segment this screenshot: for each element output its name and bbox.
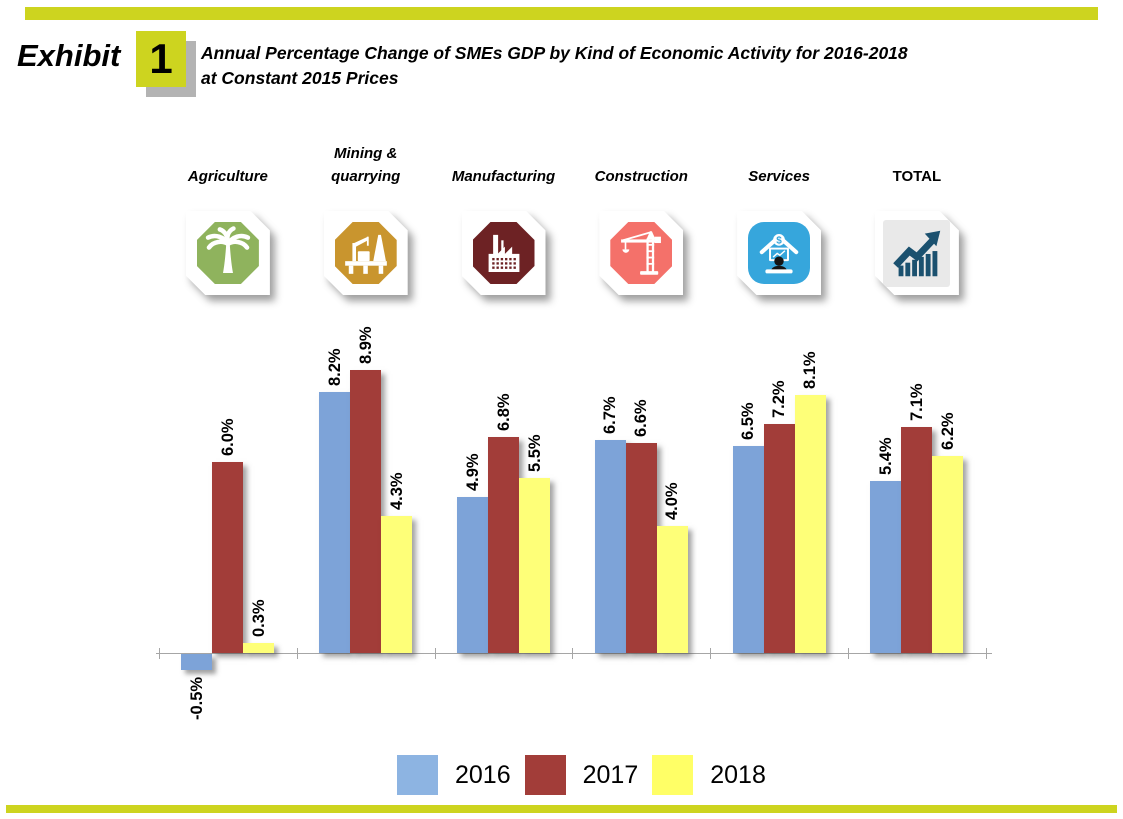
chart-title: Annual Percentage Change of SMEs GDP by … xyxy=(201,41,1101,92)
chart-title-line2: at Constant 2015 Prices xyxy=(201,68,399,89)
axis-tick xyxy=(434,648,436,659)
bottom-accent-bar xyxy=(6,805,1117,813)
category-label-construction: Construction xyxy=(566,134,716,188)
bar-construction-2017 xyxy=(625,443,657,653)
bar-value-label-manufacturing-2016: 4.9% xyxy=(463,453,482,492)
bar-construction-2016 xyxy=(594,439,626,653)
axis-tick xyxy=(296,648,298,659)
icon-tile-shape xyxy=(599,211,684,295)
category-label-line: Construction xyxy=(594,167,688,185)
category-label-line: Services xyxy=(748,167,810,185)
category-label-line: TOTAL xyxy=(892,167,942,185)
bar-value-label-services-2018: 8.1% xyxy=(801,351,820,390)
legend-label-2018: 2018 xyxy=(710,761,766,789)
bar-agriculture-2017 xyxy=(212,462,244,653)
bar-manufacturing-2016 xyxy=(457,497,488,653)
top-accent-bar xyxy=(25,7,1098,20)
bar-value-label-mining-quarrying-2018: 4.3% xyxy=(387,472,406,511)
bar-manufacturing-2018 xyxy=(519,478,550,653)
legend-item-2016: 2016 xyxy=(397,755,511,795)
factory-icon xyxy=(472,222,535,284)
exhibit-number-box: 1 xyxy=(136,31,186,87)
bar-value-label-construction-2016: 6.7% xyxy=(601,396,620,434)
bar-mining-quarrying-2017 xyxy=(350,369,382,653)
axis-tick xyxy=(848,648,849,659)
axis-tick xyxy=(710,648,712,659)
bar-value-label-total-2018: 6.2% xyxy=(938,412,957,450)
growth-chart-icon xyxy=(883,219,951,287)
x-axis-line xyxy=(156,653,992,654)
bar-total-2016 xyxy=(870,481,902,653)
bar-total-2018 xyxy=(932,455,964,653)
bar-value-label-manufacturing-2017: 6.8% xyxy=(494,393,513,431)
category-label-line: Agriculture xyxy=(187,167,268,185)
axis-tick xyxy=(985,648,987,659)
category-label-total: TOTAL xyxy=(842,134,992,188)
bar-services-2018 xyxy=(794,395,826,653)
category-icon-tile-services: $ xyxy=(737,211,822,295)
chart-legend: 2016 2017 2018 xyxy=(397,755,766,795)
category-label-manufacturing: Manufacturing xyxy=(429,134,579,188)
bar-value-label-construction-2018: 4.0% xyxy=(663,482,682,520)
category-icon-tile-construction xyxy=(599,211,684,295)
legend-swatch-2016 xyxy=(397,755,438,795)
chart-title-line1: Annual Percentage Change of SMEs GDP by … xyxy=(201,43,908,63)
bar-value-label-mining-quarrying-2017: 8.9% xyxy=(356,326,375,364)
bar-value-label-mining-quarrying-2016: 8.2% xyxy=(325,348,344,387)
category-icon-tile-manufacturing xyxy=(461,211,546,295)
legend-label-2016: 2016 xyxy=(455,761,511,789)
bar-value-label-total-2017: 7.1% xyxy=(907,383,926,422)
svg-text:$: $ xyxy=(776,235,782,246)
icon-tile-shape xyxy=(461,211,546,295)
exhibit-label: Exhibit xyxy=(17,38,121,73)
category-icon-tile-agriculture xyxy=(185,211,270,295)
bar-construction-2018 xyxy=(656,525,688,653)
category-icon-tile-mining-quarrying xyxy=(323,211,408,295)
axis-tick xyxy=(159,648,160,659)
bar-value-label-total-2016: 5.4% xyxy=(876,437,895,476)
palm-tree-icon xyxy=(196,222,259,284)
category-label-line: quarrying xyxy=(331,167,401,185)
legend-item-2018: 2018 xyxy=(652,755,766,795)
category-label-mining-quarrying: Mining & quarrying xyxy=(291,134,441,188)
computer-user-icon: $ xyxy=(748,222,811,284)
icon-tile-shape: $ xyxy=(737,211,822,295)
bar-value-label-agriculture-2016: -0.5% xyxy=(187,676,206,720)
legend-swatch-2017 xyxy=(524,755,566,795)
bar-manufacturing-2017 xyxy=(488,436,519,653)
bar-agriculture-2016 xyxy=(181,654,213,670)
legend-label-2017: 2017 xyxy=(582,761,639,789)
category-label-line: Manufacturing xyxy=(451,167,556,185)
bar-value-label-services-2017: 7.2% xyxy=(770,380,789,419)
icon-tile-shape xyxy=(874,211,959,295)
bar-mining-quarrying-2016 xyxy=(319,392,351,653)
legend-item-2017: 2017 xyxy=(524,755,639,795)
bar-value-label-construction-2017: 6.6% xyxy=(632,399,651,438)
category-label-services: Services xyxy=(704,134,854,188)
legend-swatch-2018 xyxy=(652,755,694,795)
category-label-line: Mining & xyxy=(334,144,398,162)
bar-services-2016 xyxy=(732,446,764,653)
bar-agriculture-2018 xyxy=(243,643,275,653)
tower-crane-icon xyxy=(610,222,673,284)
category-label-agriculture: Agriculture xyxy=(153,134,303,188)
bar-value-label-manufacturing-2018: 5.5% xyxy=(525,434,544,473)
bar-value-label-agriculture-2018: 0.3% xyxy=(249,599,268,638)
icon-tile-shape xyxy=(323,211,408,295)
icon-tile-shape xyxy=(185,211,270,295)
bar-value-label-agriculture-2017: 6.0% xyxy=(218,418,237,457)
bar-total-2017 xyxy=(901,427,933,653)
oil-rig-icon xyxy=(334,222,397,284)
category-icon-tile-total xyxy=(874,211,959,295)
bar-value-label-services-2016: 6.5% xyxy=(739,402,758,441)
axis-tick xyxy=(572,648,574,659)
bar-mining-quarrying-2018 xyxy=(381,516,413,653)
bar-services-2017 xyxy=(763,424,795,653)
